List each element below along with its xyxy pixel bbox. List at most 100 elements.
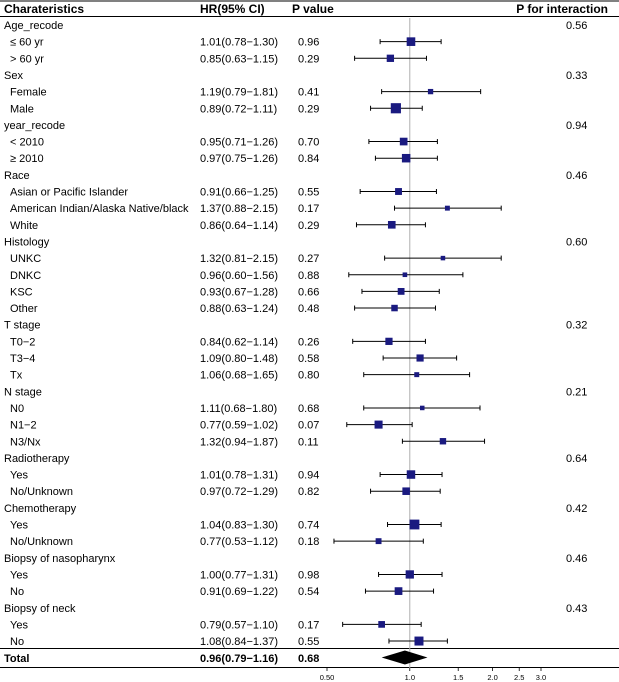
p-interaction-value: 0.21 [566,386,587,398]
group-label: year_recode [4,120,65,132]
header-p-interaction: P for interaction [516,2,608,16]
hr-marker [387,220,396,229]
hr-ci-text: 0.96(0.60−1.56) [200,270,278,282]
subgroup-label: Male [10,103,34,115]
p-value-text: 0.96 [298,37,319,49]
x-tick-label: 3.0 [536,673,546,682]
subgroup-label: No [10,636,24,648]
hr-ci-text: 1.01(0.78−1.31) [200,470,278,482]
p-value-text: 0.18 [298,536,319,548]
hr-ci-text: 0.97(0.75−1.26) [200,153,278,165]
p-interaction-value: 0.64 [566,453,587,465]
p-value-text: 0.70 [298,137,319,149]
hr-marker [386,54,395,62]
subgroup-label: Other [10,303,38,315]
subgroup-label: T3−4 [10,353,35,365]
subgroup-label: < 2010 [10,137,44,149]
hr-ci-text: 1.01(0.78−1.30) [200,37,278,49]
hr-marker [427,88,434,95]
hr-marker [409,519,420,530]
rows: Age_recode 0.56 ≤ 60 yr 1.01(0.78−1.30) 0.96… [4,20,587,648]
p-interaction-value: 0.60 [566,236,587,248]
hr-ci-text: 1.37(0.88−2.15) [200,203,278,215]
x-tick-label: 1.0 [405,673,415,682]
subgroup-label: Yes [10,619,28,631]
hr-ci-text: 0.91(0.66−1.25) [200,187,278,199]
hr-ci-text: 1.08(0.84−1.37) [200,636,278,648]
total-hr-ci: 0.96(0.79−1.16) [200,653,278,665]
hr-marker [375,538,382,545]
subgroup-label: Yes [10,520,28,532]
hr-marker [402,487,410,495]
p-value-text: 0.74 [298,520,319,532]
hr-ci-text: 0.84(0.62−1.14) [200,336,278,348]
p-value-text: 0.54 [298,586,319,598]
hr-marker [416,354,424,362]
subgroup-label: N1−2 [10,420,37,432]
hr-marker [401,153,411,163]
p-interaction-value: 0.33 [566,70,587,82]
subgroup-label: ≥ 2010 [10,153,44,165]
hr-marker [419,405,425,411]
p-value-text: 0.27 [298,253,319,265]
group-label: T stage [4,320,41,332]
group-label: Age_recode [4,20,63,32]
p-value-text: 0.66 [298,286,319,298]
hr-ci-text: 0.93(0.67−1.28) [200,286,278,298]
hr-ci-text: 1.32(0.81−2.15) [200,253,278,265]
hr-ci-text: 0.97(0.72−1.29) [200,486,278,498]
hr-marker [394,587,403,595]
hr-ci-text: 1.32(0.94−1.87) [200,436,278,448]
hr-ci-text: 0.86(0.64−1.14) [200,220,278,232]
total-row: Total 0.96(0.79−1.16) 0.68 [4,650,428,665]
x-tick-label: 1.5 [453,673,463,682]
subgroup-label: No/Unknown [10,486,73,498]
group-label: Sex [4,70,23,82]
p-value-text: 0.29 [298,53,319,65]
p-interaction-value: 0.56 [566,20,587,32]
p-value-text: 0.29 [298,103,319,115]
group-label: N stage [4,386,42,398]
subgroup-label: N0 [10,403,24,415]
hr-marker [444,205,450,211]
hr-ci-text: 1.11(0.68−1.80) [200,403,277,415]
hr-ci-text: 0.85(0.63−1.15) [200,53,278,65]
hr-marker [406,470,416,479]
hr-ci-text: 0.79(0.57−1.10) [200,619,278,631]
subgroup-label: American Indian/Alaska Native/black [10,203,189,215]
hr-ci-text: 0.95(0.71−1.26) [200,137,278,149]
hr-marker [385,337,393,345]
header-characteristics: Charateristics [4,2,84,16]
p-value-text: 0.11 [298,436,319,448]
subgroup-label: T0−2 [10,336,35,348]
subgroup-label: Yes [10,470,28,482]
hr-marker [391,304,398,312]
hr-marker [402,272,408,278]
p-value-text: 0.84 [298,153,319,165]
p-value-text: 0.55 [298,636,319,648]
group-label: Race [4,170,30,182]
p-value-text: 0.17 [298,619,319,631]
hr-ci-text: 1.00(0.77−1.31) [200,569,278,581]
p-value-text: 0.94 [298,470,319,482]
group-label: Radiotherapy [4,453,70,465]
subgroup-label: > 60 yr [10,53,44,65]
p-value-text: 0.07 [298,420,319,432]
group-label: Biopsy of nasopharynx [4,553,116,565]
p-value-text: 0.82 [298,486,319,498]
p-value-text: 0.58 [298,353,319,365]
hr-ci-text: 0.77(0.59−1.02) [200,420,278,432]
subgroup-label: No/Unknown [10,536,73,548]
x-axis: 0.50 1.0 1.5 2.0 2.5 3.0 [320,668,546,682]
p-value-text: 0.68 [298,403,319,415]
p-interaction-value: 0.32 [566,320,587,332]
x-tick-label: 2.5 [514,673,524,682]
p-value-text: 0.88 [298,270,319,282]
subgroup-label: UNKC [10,253,41,265]
subgroup-label: KSC [10,286,33,298]
hr-ci-text: 1.06(0.68−1.65) [200,370,278,382]
subgroup-label: Female [10,87,47,99]
hr-marker [390,103,401,114]
p-value-text: 0.26 [298,336,319,348]
